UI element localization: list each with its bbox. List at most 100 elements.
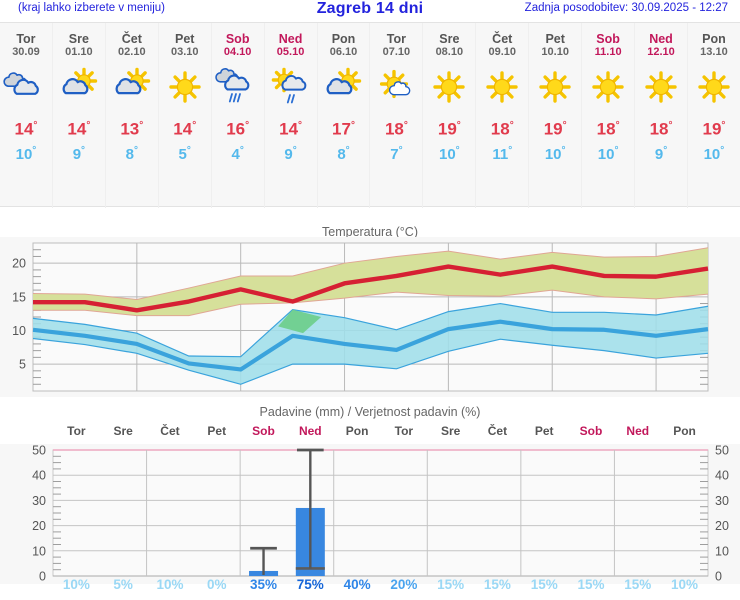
temperature-max-number: 18	[649, 119, 669, 139]
temperature-min-number: 9	[654, 145, 664, 163]
precipitation-axis-tick-left: 50	[32, 444, 46, 458]
weather-icon-wrap	[106, 63, 158, 111]
precipitation-day-label: Sre	[113, 424, 133, 438]
degree-symbol: °	[81, 144, 86, 156]
forecast-day-column: Tor 07.10 18° 7°	[370, 23, 424, 208]
day-date-label: 06.10	[329, 46, 358, 58]
cloudy-icon	[3, 72, 39, 95]
day-date-label: 07.10	[382, 46, 411, 58]
temperature-max-value: 16°	[212, 115, 264, 141]
precipitation-day-label: Čet	[160, 424, 180, 438]
partly-sunny-icon	[62, 67, 98, 95]
precipitation-axis-tick-left: 30	[32, 494, 46, 508]
precipitation-chart-plot: 0 0 10 10 20 20 30 30 40 40 50 50	[0, 444, 740, 584]
day-date-label: 30.09	[12, 46, 40, 58]
partly-sunny-icon	[327, 67, 362, 95]
precipitation-day-label: Tor	[394, 424, 414, 438]
temperature-min-number: 10	[544, 145, 562, 163]
day-name-label: Tor	[16, 32, 36, 46]
day-date-label: 02.10	[118, 46, 146, 58]
temperature-min-number: 10	[597, 145, 615, 163]
day-name-label: Sob	[596, 32, 620, 46]
temperature-max-value: 19°	[688, 115, 740, 141]
degree-symbol: °	[615, 120, 620, 131]
temperature-max-value: 14°	[0, 115, 52, 141]
temperature-max-value: 17°	[318, 115, 370, 141]
precipitation-axis-tick-right: 0	[715, 570, 722, 584]
temperature-min-value: 9°	[635, 141, 687, 165]
weather-icon-wrap	[212, 63, 264, 111]
degree-symbol: °	[720, 144, 725, 156]
sun-rain-icon	[271, 67, 306, 104]
temperature-max-number: 18	[490, 119, 510, 139]
precipitation-probability-value: 15%	[483, 577, 511, 592]
precipitation-day-label: Tor	[67, 424, 86, 438]
tmin-line	[32, 319, 709, 372]
precipitation-axis-tick-right: 20	[715, 519, 729, 533]
forecast-day-column: Sob 11.10 18° 10°	[582, 23, 636, 208]
temperature-min-value: 5°	[159, 141, 211, 165]
sunny-icon	[169, 71, 201, 103]
temperature-min-value: 8°	[318, 141, 370, 165]
temperature-min-value: 4°	[212, 141, 264, 165]
temperature-max-number: 14	[67, 119, 87, 139]
temperature-min-value: 10°	[582, 141, 634, 165]
temperature-max-number: 14	[173, 119, 193, 139]
day-date-label: 13.10	[700, 46, 728, 58]
day-name-label: Tor	[386, 32, 407, 46]
sunny-icon	[433, 71, 466, 103]
precipitation-probability-row: 10% 5% 10% 0% 35% 75% 40% 20% 15% 15% 15% 15% 15% 10%	[53, 577, 708, 595]
precipitation-day-label: Sre	[440, 424, 461, 438]
forecast-day-column: Čet 09.10 18° 11°	[476, 23, 530, 208]
day-name-label: Ned	[649, 32, 673, 46]
weather-icon-wrap	[423, 63, 475, 111]
precipitation-probability-value: 15%	[577, 577, 605, 592]
day-name-label: Čet	[121, 32, 142, 46]
temperature-axis-tick: 15	[12, 290, 26, 304]
temperature-max-value: 14°	[265, 115, 317, 141]
last-update-label: Zadnja posodobitev: 30.09.2025 - 12:27	[524, 2, 728, 14]
temperature-min-value: 7°	[370, 141, 422, 165]
precipitation-day-label: Ned	[298, 424, 322, 438]
temperature-min-number: 9	[284, 145, 293, 163]
precipitation-day-labels: Tor Sre Čet Pet Sob Ned Pon Tor Sre Čet Pet Sob Ned P…	[53, 424, 708, 440]
weather-icon-wrap	[318, 63, 370, 111]
forecast-day-column: Tor 30.09 14° 10°	[0, 23, 53, 208]
degree-symbol: °	[86, 120, 91, 131]
degree-symbol: °	[456, 120, 461, 131]
forecast-day-column: Pet 03.10 14° 5°	[159, 23, 212, 208]
temperature-max-number: 19	[702, 119, 722, 139]
sunny-icon	[592, 71, 624, 103]
day-name-label: Sre	[68, 32, 89, 46]
sunny-icon	[645, 71, 677, 103]
degree-symbol: °	[350, 120, 355, 131]
temperature-max-number: 18	[384, 119, 404, 139]
temperature-min-value: 9°	[53, 141, 105, 165]
page-header: (kraj lahko izberete v meniju) Zagreb 14…	[0, 0, 740, 22]
day-name-label: Pon	[702, 32, 726, 46]
temperature-max-value: 18°	[370, 115, 422, 141]
precipitation-probability-value: 15%	[624, 577, 652, 592]
day-date-label: 05.10	[276, 46, 305, 58]
degree-symbol: °	[614, 144, 619, 156]
degree-symbol: °	[32, 144, 37, 156]
day-name-label: Pon	[331, 32, 356, 46]
degree-symbol: °	[508, 144, 513, 156]
degree-symbol: °	[455, 144, 460, 156]
degree-symbol: °	[398, 144, 403, 156]
temperature-max-value: 18°	[476, 115, 528, 141]
temperature-min-value: 11°	[476, 141, 528, 165]
temperature-min-value: 10°	[688, 141, 740, 165]
forecast-day-column: Sob 04.10 16° 4°	[212, 23, 265, 208]
day-date-label: 08.10	[435, 46, 464, 58]
day-date-label: 12.10	[647, 46, 675, 58]
temperature-max-value: 18°	[635, 115, 687, 141]
temperature-axis-tick: 20	[12, 257, 26, 271]
degree-symbol: °	[239, 144, 244, 156]
tmax-line	[33, 264, 709, 313]
precipitation-probability-value: 75%	[296, 577, 324, 592]
temperature-min-number: 7	[390, 145, 399, 163]
precipitation-day-label: Sob	[252, 424, 275, 438]
